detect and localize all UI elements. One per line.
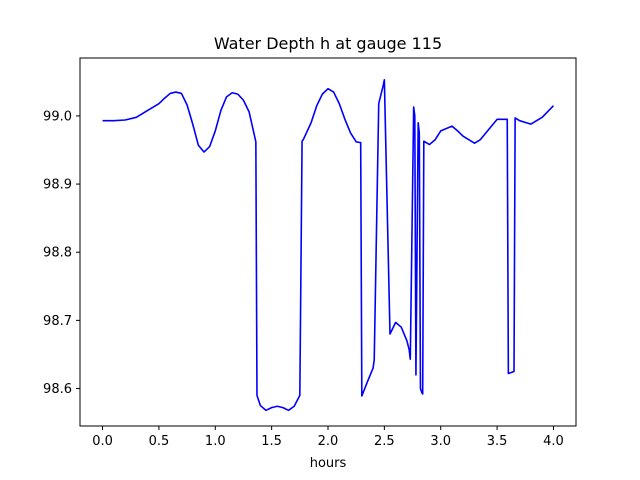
y-tick-label: 98.9: [43, 178, 72, 193]
x-tick-label: 4.0: [543, 434, 564, 449]
y-tick-label: 98.8: [43, 246, 72, 261]
x-tick-label: 1.0: [205, 434, 226, 449]
x-tick-label: 3.5: [487, 434, 508, 449]
x-tick-label: 2.5: [374, 434, 395, 449]
chart-title: Water Depth h at gauge 115: [214, 34, 442, 53]
plot-area: [102, 79, 555, 412]
x-tick-label: 1.5: [261, 434, 282, 449]
y-tick-label: 98.6: [43, 382, 72, 397]
x-tick-label: 2.0: [318, 434, 339, 449]
y-tick-label: 99.0: [43, 109, 72, 124]
x-axis-label: hours: [310, 456, 347, 471]
y-axis-ticks: 98.6 98.7 98.8 98.9 99.0: [43, 109, 80, 397]
x-tick-label: 3.0: [430, 434, 451, 449]
y-tick-label: 98.7: [43, 314, 72, 329]
x-axis-ticks: 0.0 0.5 1.0 1.5 2.0 2.5 3.0 3.5 4.0: [92, 426, 564, 449]
axes-frame: [79, 57, 577, 427]
x-tick-label: 0.0: [92, 434, 113, 449]
x-tick-label: 0.5: [149, 434, 170, 449]
series-line-0: [102, 79, 555, 412]
